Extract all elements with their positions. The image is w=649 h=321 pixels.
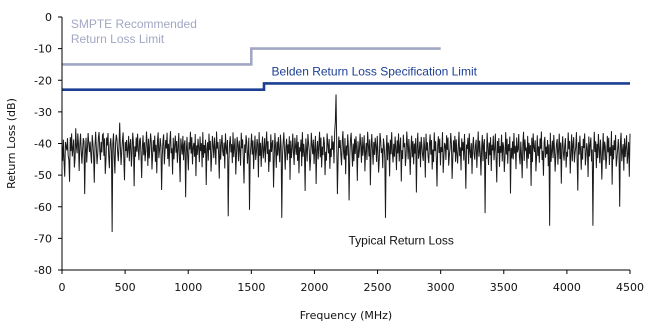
x-tick-label: 3000 xyxy=(427,281,455,294)
y-tick-label: -40 xyxy=(34,138,52,151)
y-tick-label: -70 xyxy=(34,232,52,245)
annotations-layer: SMPTE Recommended Return Loss Limit Belden… xyxy=(71,17,478,248)
x-tick-label: 1500 xyxy=(237,281,265,294)
y-tick-label: -10 xyxy=(34,43,52,56)
ticks-layer: 0 500 1000 1500 2000 2500 3000 3500 4000 4500 0 -10… xyxy=(34,11,644,294)
y-tick-label: -30 xyxy=(34,106,52,119)
typical-return-loss-line xyxy=(61,94,631,233)
belden-annotation: Belden Return Loss Specification Limit xyxy=(272,65,478,79)
x-tick-label: 1000 xyxy=(174,281,202,294)
y-tick-label: -50 xyxy=(34,169,52,182)
x-tick-label: 2000 xyxy=(300,281,328,294)
y-tick-label: -80 xyxy=(34,264,52,277)
smpte-limit-line xyxy=(62,47,441,66)
y-tick-label: 0 xyxy=(45,11,52,24)
x-tick-label: 2500 xyxy=(364,281,392,294)
y-tick-label: -20 xyxy=(34,74,52,87)
y-axis-title: Return Loss (dB) xyxy=(5,98,18,189)
x-tick-label: 4500 xyxy=(616,281,644,294)
series-layer xyxy=(61,47,631,233)
x-tick-label: 0 xyxy=(59,281,66,294)
x-axis-title: Frequency (MHz) xyxy=(300,309,392,321)
x-tick-label: 4000 xyxy=(553,281,581,294)
x-tick-label: 500 xyxy=(115,281,136,294)
typical-annotation: Typical Return Loss xyxy=(349,234,454,248)
x-tick-label: 3500 xyxy=(490,281,518,294)
smpte-annotation: SMPTE Recommended Return Loss Limit xyxy=(71,17,197,46)
y-tick-label: -60 xyxy=(34,201,52,214)
belden-limit-line xyxy=(62,82,630,91)
